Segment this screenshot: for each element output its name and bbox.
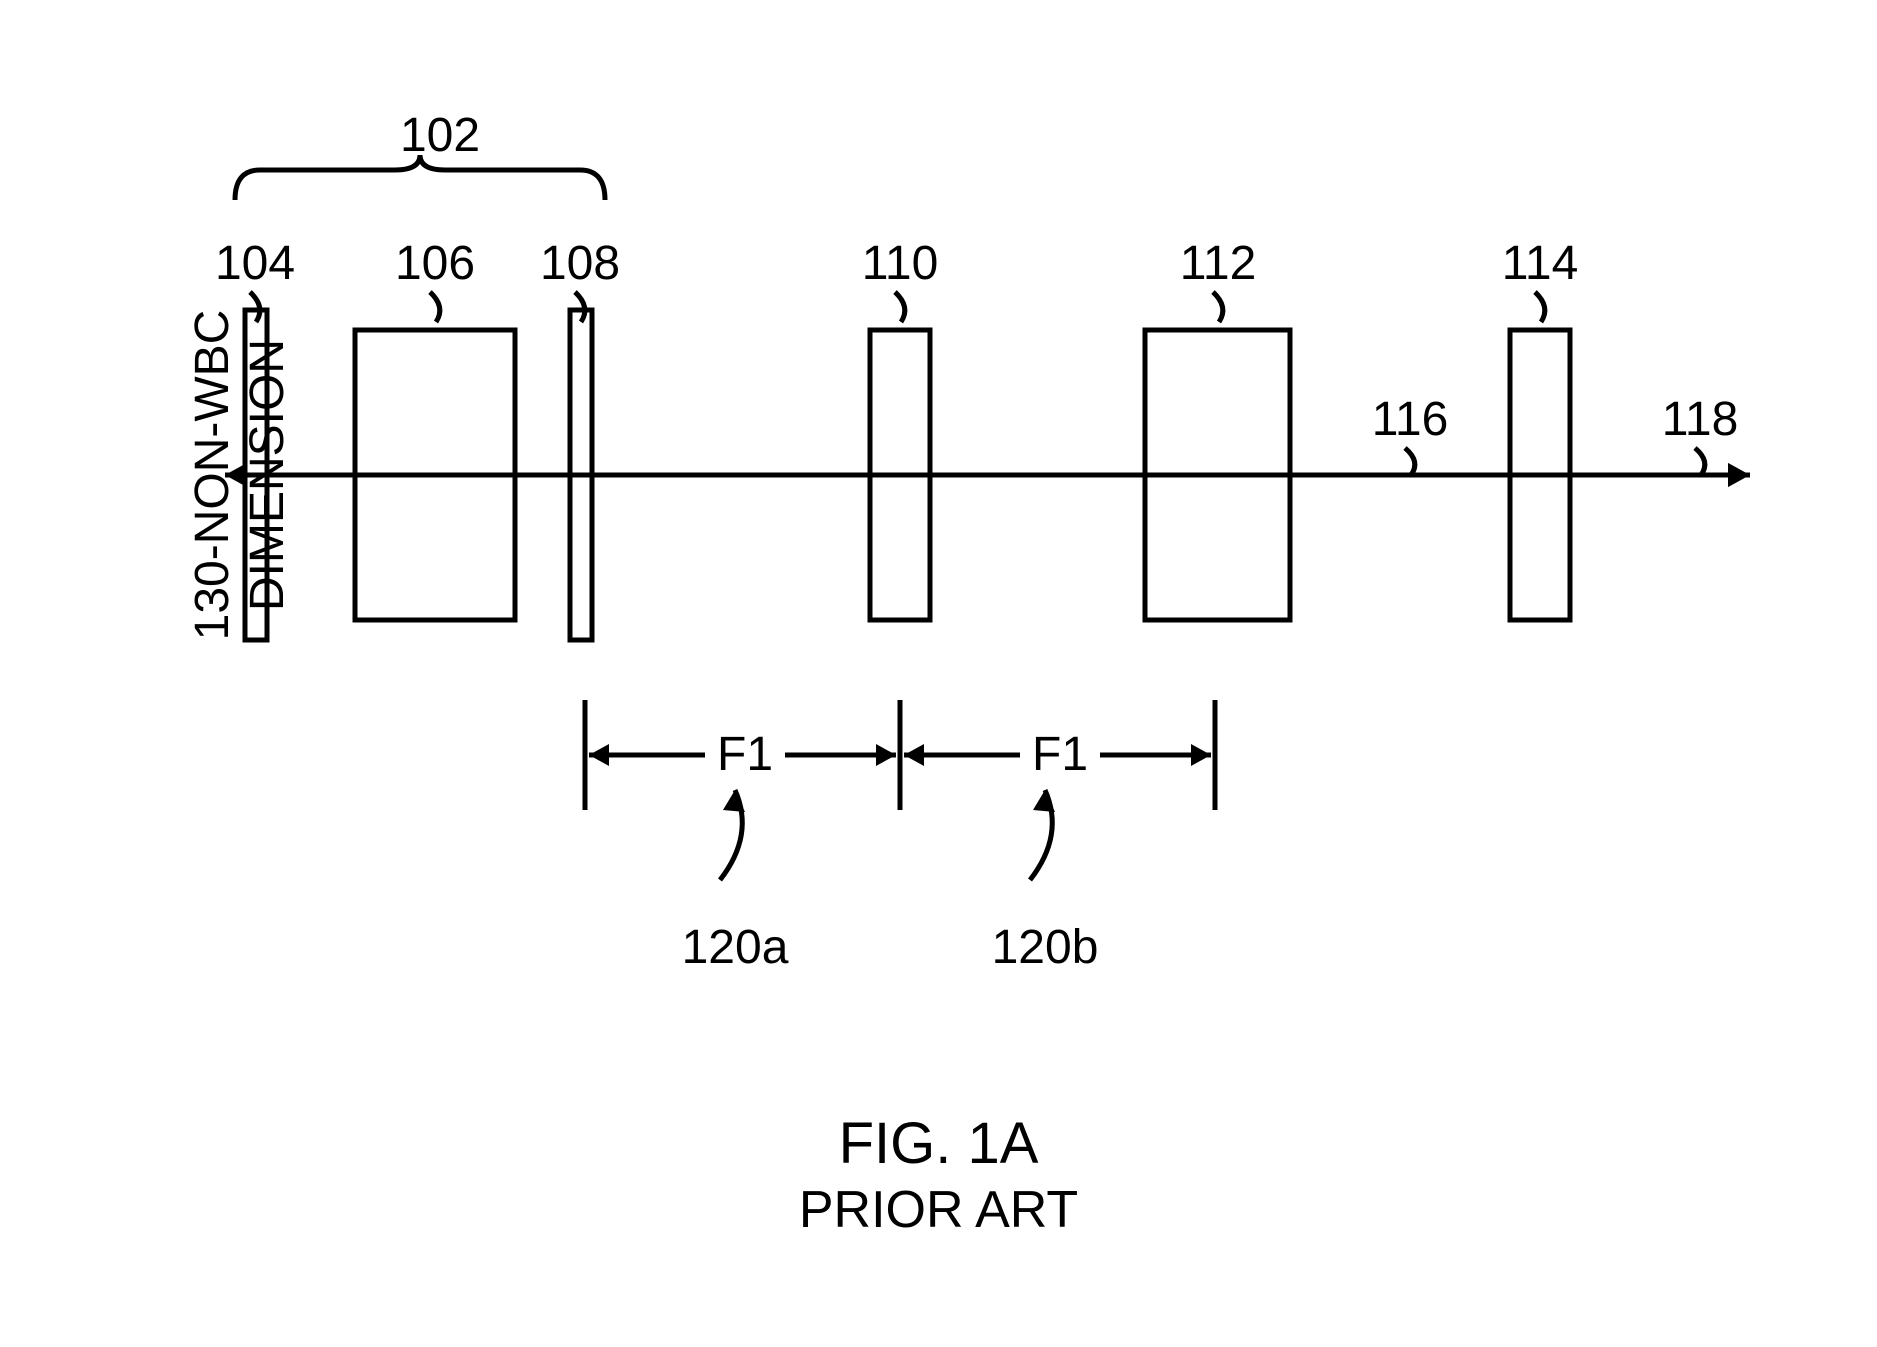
- figure-caption: FIG. 1A: [0, 1110, 1877, 1177]
- label-114: 114: [1502, 236, 1579, 291]
- label-102: 102: [400, 108, 480, 163]
- label-108: 108: [540, 236, 620, 291]
- figure-subcaption: PRIOR ART: [0, 1180, 1877, 1240]
- label-104: 104: [215, 236, 295, 291]
- dim-label-1: F1: [1032, 727, 1088, 782]
- dim-ref-1: 120b: [992, 920, 1099, 975]
- label-106: 106: [395, 236, 475, 291]
- label-110: 110: [862, 236, 939, 291]
- label-118: 118: [1662, 392, 1739, 447]
- label-116: 116: [1372, 392, 1449, 447]
- dim-ref-0: 120a: [682, 920, 789, 975]
- vertical-axis-label-line2: DIMENSION: [240, 310, 295, 641]
- label-112: 112: [1180, 236, 1257, 291]
- vertical-axis-label-line1: 130-NON-WBC: [185, 310, 240, 641]
- vertical-axis-label: 130-NON-WBC DIMENSION: [185, 310, 295, 641]
- dim-label-0: F1: [717, 727, 773, 782]
